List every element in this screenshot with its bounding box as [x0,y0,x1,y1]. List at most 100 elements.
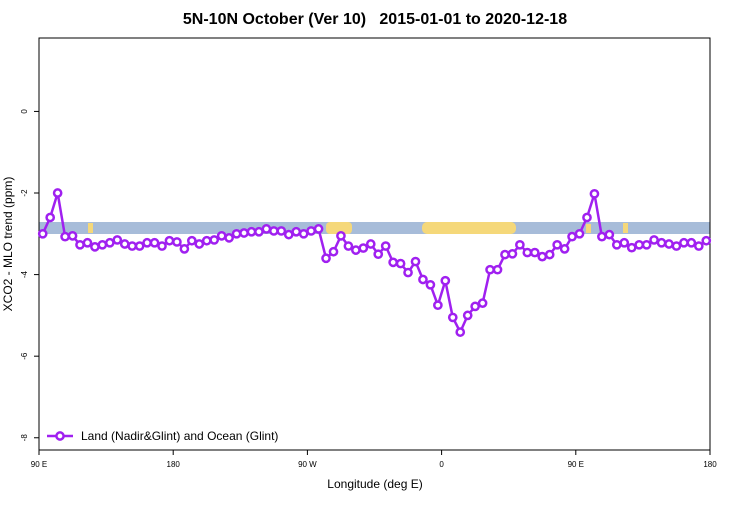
data-point [395,258,406,269]
y-tick-label: -2 [20,189,29,197]
data-point [433,300,443,311]
data-point [179,244,190,254]
land-patch [586,224,591,233]
data-point [500,249,510,260]
data-point [604,229,615,240]
x-tick-label: 90 E [31,460,47,469]
data-point [82,237,93,248]
data-point [216,230,227,241]
data-point [634,239,645,250]
data-point [239,228,249,238]
data-point [313,224,324,234]
x-axis-label: Longitude (deg E) [327,477,422,491]
data-point [127,241,138,251]
data-point [582,212,592,223]
data-point [90,242,100,252]
data-point [455,327,466,337]
y-tick-label: -8 [20,434,29,442]
data-point [194,239,205,249]
data-point [149,237,160,248]
data-point [589,188,600,199]
data-point [60,231,70,242]
data-point [418,274,428,285]
data-point [559,244,570,254]
data-point [37,228,48,239]
data-point [119,239,130,249]
data-point [52,188,63,198]
data-point [373,249,384,260]
surface-band [39,222,710,234]
land-patch [88,223,93,233]
data-point [410,256,421,267]
data-point [403,267,413,278]
data-point [529,247,540,258]
data-point [224,233,234,243]
data-point [492,264,503,275]
data-point [507,248,518,259]
data-point [440,275,451,286]
data-point [291,226,302,237]
data-point [328,246,339,257]
data-point [380,241,391,251]
data-point [537,251,548,262]
data-point [112,235,123,245]
data-point [388,257,398,268]
data-point [470,301,480,312]
data-point [679,237,689,248]
data-point [306,226,316,236]
data-point [67,230,78,241]
y-tick-label: -4 [20,270,29,278]
y-axis-label: XCO2 - MLO trend (ppm) [1,177,15,312]
data-point [164,235,175,246]
legend-marker [55,431,65,441]
data-point [671,241,682,251]
x-tick-label: 180 [703,460,717,469]
data-point [231,228,242,239]
data-point [343,241,354,251]
data-point [209,235,220,245]
data-point [567,231,577,242]
data-point [626,242,637,253]
data-point [447,312,458,323]
data-point [134,241,145,251]
x-tick-label: 0 [439,460,444,469]
x-tick-label: 90 W [298,460,317,469]
x-tick-label: 90 E [568,460,584,469]
data-point [142,237,152,248]
ocean-band [39,222,710,234]
data-point [201,235,212,246]
data-point [276,226,287,236]
data-point [462,310,473,321]
data-point [365,239,376,249]
data-point [298,228,309,239]
plot-frame [38,37,711,451]
data-point [522,247,533,258]
data-point [45,212,56,223]
land-patch [623,223,628,233]
data-point [485,264,495,275]
data-point [75,239,85,250]
data-point [686,237,697,248]
data-point [97,239,108,250]
data-point [574,228,585,239]
data-point [701,235,712,246]
chart-title: 5N-10N October (Ver 10) 2015-01-01 to 20… [183,11,567,28]
land-patch [422,222,516,234]
data-point [597,231,607,242]
legend-label: Land (Nadir&Glint) and Ocean (Glint) [81,429,278,443]
data-point [515,239,525,250]
data-point [477,298,488,308]
data-point [693,241,704,251]
data-point [269,226,279,236]
data-point [186,235,197,246]
data-point [552,239,563,250]
data-point [104,237,115,248]
data-point [656,237,667,248]
data-point [641,239,652,250]
data-point [283,229,294,240]
data-point [649,235,659,245]
data-point [157,241,167,251]
data-point [321,253,331,264]
x-tick-label: 180 [167,460,181,469]
